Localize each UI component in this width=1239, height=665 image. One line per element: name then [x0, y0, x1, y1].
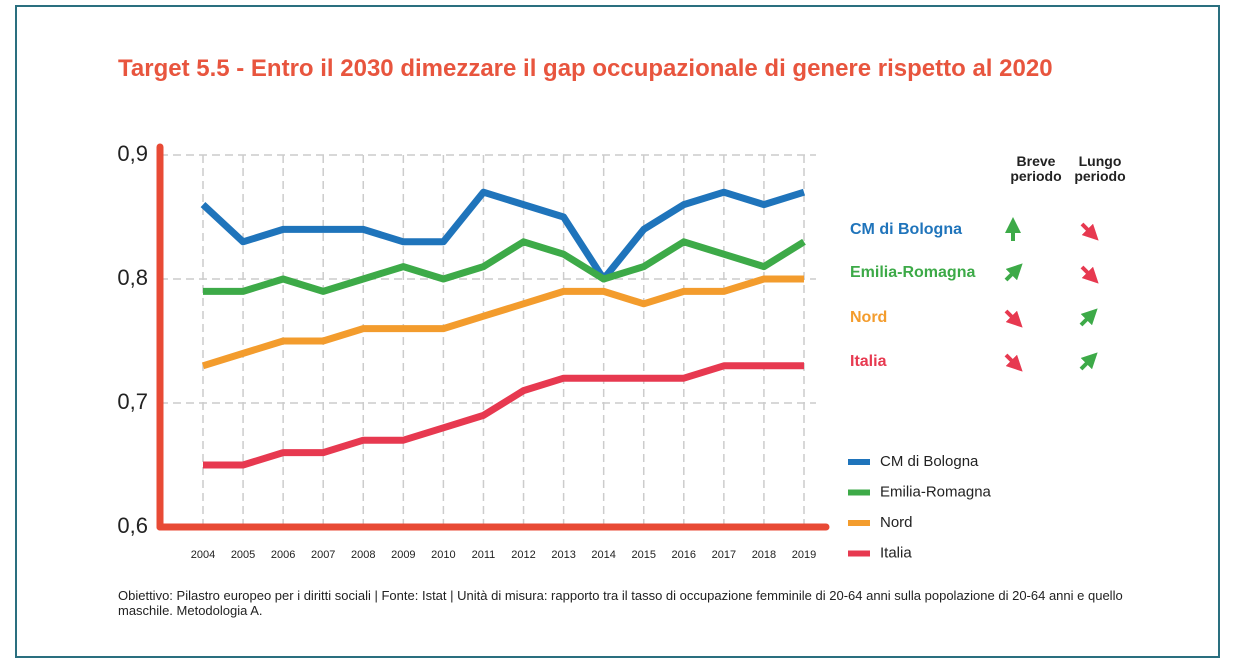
x-tick-label: 2010 — [431, 549, 455, 561]
x-tick-label: 2004 — [191, 549, 215, 561]
arrow-down — [1004, 353, 1023, 372]
series-line — [200, 188, 806, 283]
trend-row-label: Italia — [850, 353, 887, 370]
legend-label: CM di Bologna — [880, 453, 979, 470]
x-tick-label: 2017 — [712, 549, 736, 561]
arrow-up — [1079, 308, 1098, 327]
arrow-down — [1004, 309, 1023, 328]
x-tick-label: 2008 — [351, 549, 375, 561]
y-tick-label: 0,9 — [117, 141, 148, 166]
x-tick-label: 2016 — [672, 549, 696, 561]
frame — [15, 5, 1220, 658]
x-tick-label: 2019 — [792, 549, 816, 561]
trend-arrows — [1004, 217, 1099, 372]
legend-label: Emilia-Romagna — [880, 483, 992, 500]
legend-label: Nord — [880, 514, 913, 531]
legend-label: Italia — [880, 544, 912, 561]
trend-row-label: Emilia-Romagna — [850, 264, 975, 281]
x-tick-label: 2015 — [631, 549, 655, 561]
arrow-down — [1080, 222, 1099, 241]
source-note: Obiettivo: Pilastro europeo per i diritt… — [118, 588, 1123, 618]
y-tick-label: 0,7 — [117, 389, 148, 414]
series-line — [203, 238, 806, 295]
x-tick-label: 2018 — [752, 549, 776, 561]
x-tick-label: 2012 — [511, 549, 535, 561]
x-tick-label: 2009 — [391, 549, 415, 561]
series-line — [201, 275, 804, 370]
x-tick-label: 2007 — [311, 549, 335, 561]
x-tick-label: 2011 — [472, 549, 496, 561]
x-tick-label: 2013 — [551, 549, 575, 561]
arrow-up — [1004, 263, 1023, 282]
x-tick-label: 2014 — [591, 549, 615, 561]
x-tick-label: 2005 — [231, 549, 255, 561]
chart-title: Target 5.5 - Entro il 2030 dimezzare il … — [118, 55, 1053, 82]
trend-header: Breve periodo — [1010, 153, 1062, 184]
series-line — [203, 362, 804, 469]
grid — [160, 154, 816, 528]
y-tick-label: 0,6 — [117, 513, 148, 538]
trend-row-label: Nord — [850, 309, 887, 326]
arrow-down — [1080, 265, 1099, 284]
x-tick-label: 2006 — [271, 549, 295, 561]
arrow-up — [1079, 352, 1098, 371]
trend-row-label: CM di Bologna — [850, 221, 962, 238]
trend-header: Lungo periodo — [1074, 153, 1126, 184]
y-tick-label: 0,8 — [117, 265, 148, 290]
